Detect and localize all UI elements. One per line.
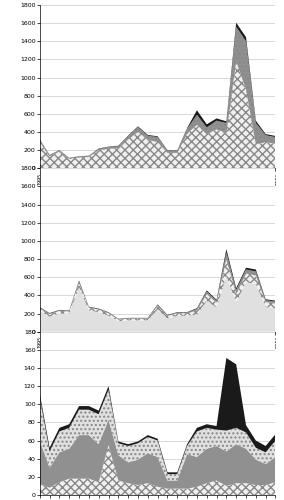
Text: (a): (a) — [152, 291, 163, 300]
Legend: Islamis*, Jihadis*, Salafi*: Islamis*, Jihadis*, Salafi* — [118, 256, 198, 260]
Text: (b): (b) — [152, 454, 163, 463]
Legend: Right-wing extrem*, Nazi*, Fascis*, White power: Right-wing extrem*, Nazi*, Fascis*, Whit… — [85, 419, 230, 424]
